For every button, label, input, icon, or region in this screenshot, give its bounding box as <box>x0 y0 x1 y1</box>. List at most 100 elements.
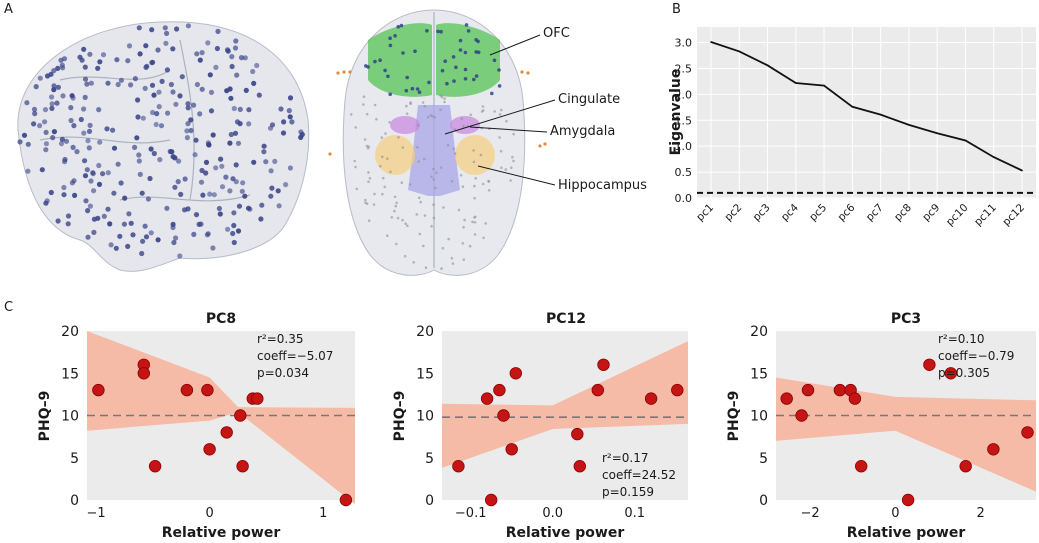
electrode-dot <box>436 29 440 34</box>
electrode-dot <box>354 126 358 129</box>
electrode-dot <box>216 205 222 212</box>
data-point <box>848 392 862 405</box>
electrode-dot <box>432 167 435 171</box>
electrode-dot <box>74 149 80 155</box>
electrode-dot <box>25 141 31 147</box>
eigen-xtick-label: pc2 <box>722 202 744 224</box>
electrode-dot <box>83 198 89 204</box>
electrode-dot <box>394 204 398 208</box>
eigen-xtick-label: pc9 <box>920 202 942 224</box>
eigenvalue-chart: 0.0 0.5 1.0 1.5 2.0 2.5 3.0 pc1 pc2 pc3 pc4 pc5 pc6 p… <box>668 27 1036 228</box>
electrode-dot <box>388 36 392 40</box>
electrode-dot <box>431 115 434 118</box>
electrode-dot <box>410 86 415 91</box>
electrode-dot <box>172 155 178 161</box>
electrode-dot <box>232 130 239 136</box>
electrode-dot <box>520 70 524 74</box>
ytick-label: 20 <box>61 324 79 340</box>
eigen-xtick-label: pc8 <box>892 202 914 224</box>
electrode-dot <box>272 158 278 164</box>
electrode-dot <box>162 25 168 31</box>
electrode-dot <box>199 50 205 56</box>
electrode-dot <box>242 55 248 61</box>
electrode-dot <box>217 211 223 217</box>
eigen-point <box>992 156 995 158</box>
eigen-point <box>908 124 910 126</box>
electrode-dot <box>390 216 394 219</box>
electrode-dot <box>453 152 457 155</box>
electrode-dot <box>349 113 353 116</box>
electrode-dot <box>451 55 456 59</box>
electrode-dot <box>61 184 67 191</box>
electrode-dot <box>443 59 448 63</box>
stats-annotation: coeff=−5.07 <box>257 349 333 363</box>
electrode-dot <box>210 245 216 251</box>
electrode-dot <box>267 125 274 131</box>
electrode-dot <box>457 208 461 212</box>
electrode-dot <box>188 127 194 134</box>
electrode-dot <box>219 184 226 190</box>
electrode-dot <box>365 112 369 116</box>
electrode-dot <box>472 149 475 152</box>
electrode-dot <box>440 267 443 270</box>
eigen-point <box>851 106 854 108</box>
electrode-dot <box>364 64 368 68</box>
electrode-dot <box>87 203 93 209</box>
electrode-dot <box>177 93 183 99</box>
electrode-dot <box>258 216 264 222</box>
electrode-dot <box>55 84 62 90</box>
electrode-dot <box>78 116 84 123</box>
stats-annotation: p=0.305 <box>938 366 990 380</box>
eigen-xtick-label: pc11 <box>972 202 999 229</box>
electrode-dot <box>113 245 119 251</box>
electrode-dot <box>287 165 293 171</box>
electrode-dot <box>136 158 142 164</box>
scatter-xlabel: Relative power <box>847 525 966 541</box>
electrode-dot <box>396 25 401 29</box>
electrode-dot <box>386 157 389 160</box>
electrode-dot <box>511 155 514 159</box>
electrode-dot <box>493 110 497 113</box>
electrode-dot <box>105 206 111 212</box>
electrode-dot <box>114 57 120 63</box>
electrode-dot <box>426 115 430 119</box>
electrode-dot <box>55 65 61 71</box>
electrode-dot <box>199 86 205 92</box>
electrode-dot <box>134 135 140 141</box>
electrode-dot <box>373 192 376 196</box>
electrode-dot <box>482 109 485 112</box>
xtick-label: 0.0 <box>542 506 563 521</box>
ytick-label: 20 <box>750 324 768 340</box>
electrode-dot <box>43 129 49 135</box>
electrode-dot <box>401 146 405 149</box>
electrode-dot <box>367 180 370 183</box>
electrode-dot <box>17 139 23 145</box>
electrode-dot <box>396 216 400 220</box>
electrode-dot <box>81 106 87 112</box>
electrode-dot <box>510 166 513 169</box>
scatter-title: PC3 <box>891 311 921 327</box>
electrode-dot <box>512 132 515 136</box>
data-point <box>220 426 233 439</box>
electrode-dot <box>193 212 200 218</box>
electrode-dot <box>368 177 372 180</box>
electrode-dot <box>472 160 476 164</box>
electrode-dot <box>500 108 503 112</box>
leader-line-amygdala <box>469 126 548 133</box>
electrode-dot <box>439 29 443 34</box>
electrode-dot <box>409 183 412 186</box>
electrode-dot <box>196 221 202 227</box>
electrode-dot <box>364 201 367 204</box>
data-point <box>597 358 610 372</box>
electrode-dot <box>462 226 465 229</box>
data-point <box>801 383 815 397</box>
electrode-dot <box>389 170 392 174</box>
electrode-dot <box>256 92 262 98</box>
electrode-dot <box>85 234 91 240</box>
electrode-dot <box>171 239 177 246</box>
electrode-dot <box>463 67 468 72</box>
electrode-dot <box>452 79 456 83</box>
electrode-dot <box>504 168 508 171</box>
stats-annotation: r²=0.35 <box>257 332 304 346</box>
scatter-ylabel: PHQ–9 <box>726 391 742 442</box>
